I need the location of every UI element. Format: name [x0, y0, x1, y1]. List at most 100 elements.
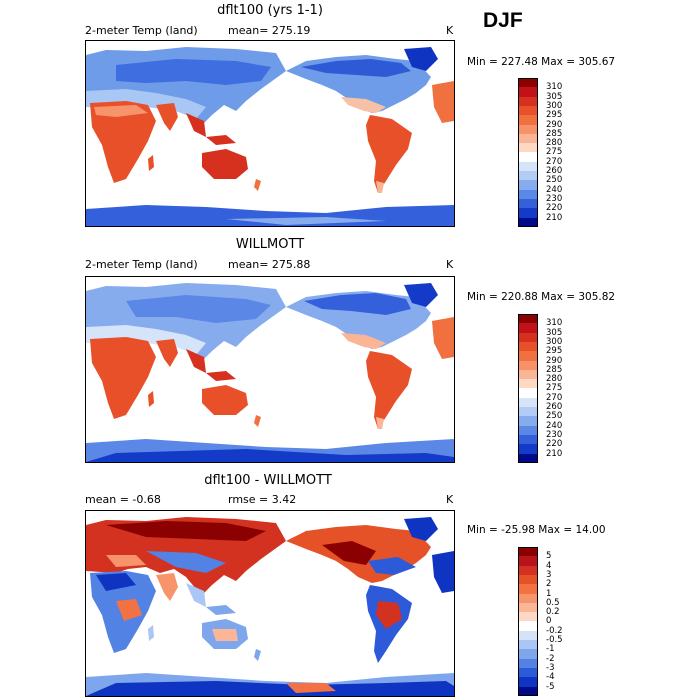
- colorbar-swatch: [518, 453, 538, 464]
- colorbar-label: 210: [546, 212, 563, 223]
- colorbar-label: 250: [546, 175, 563, 186]
- colorbar-swatch: [518, 198, 538, 209]
- colorbar-swatch: [518, 152, 538, 163]
- panel-3-min-max: Min = -25.98 Max = 14.00: [467, 524, 606, 536]
- colorbar-swatch: [518, 124, 538, 135]
- colorbar-label: 240: [546, 420, 563, 431]
- colorbar-swatch: [518, 388, 538, 399]
- colorbar-label: 290: [546, 355, 563, 366]
- colorbar-label: 2: [546, 579, 552, 590]
- colorbar-label: 285: [546, 128, 563, 139]
- colorbar-swatch: [518, 78, 538, 88]
- colorbar-label: 0: [546, 616, 552, 627]
- panel-2-title: WILLMOTT: [235, 237, 305, 252]
- colorbar-swatch: [518, 593, 538, 604]
- panel-3-map: [85, 510, 455, 697]
- colorbar-swatch: [518, 556, 538, 567]
- colorbar-label: 1: [546, 588, 552, 599]
- colorbar-swatch: [518, 677, 538, 687]
- colorbar-swatch: [518, 341, 538, 352]
- colorbar-swatch: [518, 565, 538, 576]
- colorbar-swatch: [518, 323, 538, 334]
- colorbar-label: 280: [546, 374, 563, 385]
- colorbar-swatch: [518, 180, 538, 191]
- panel-1-map: [85, 40, 455, 227]
- panel-2-min-max: Min = 220.88 Max = 305.82: [467, 291, 616, 303]
- colorbar-label: 305: [546, 327, 563, 338]
- colorbar-swatch: [518, 667, 538, 678]
- colorbar-label: -0.2: [546, 625, 563, 636]
- colorbar-swatch: [518, 360, 538, 371]
- colorbar-swatch: [518, 425, 538, 436]
- colorbar-swatch: [518, 407, 538, 417]
- colorbar-swatch: [518, 105, 538, 116]
- colorbar-label: -1: [546, 644, 555, 655]
- colorbar-label: 270: [546, 392, 563, 403]
- colorbar-swatch: [518, 379, 538, 389]
- colorbar-label: -0.5: [546, 635, 563, 645]
- colorbar-swatch: [518, 630, 538, 641]
- panel-2-units: K: [446, 258, 454, 271]
- colorbar-label: 295: [546, 346, 563, 357]
- colorbar-label: 270: [546, 156, 563, 167]
- colorbar-swatch: [518, 434, 538, 445]
- colorbar-swatch: [518, 171, 538, 181]
- colorbar-swatch: [518, 397, 538, 408]
- panel-3-mean: mean = -0.68: [85, 493, 161, 506]
- colorbar-swatch: [518, 686, 538, 697]
- panel-1-mean: mean= 275.19: [228, 24, 311, 37]
- panel-2-subtitle: 2-meter Temp (land): [85, 258, 198, 271]
- colorbar-label: 0.2: [546, 607, 560, 618]
- colorbar-label: 230: [546, 193, 563, 204]
- colorbar-label: 300: [546, 100, 563, 111]
- colorbar-label: 310: [546, 82, 563, 93]
- panel-1-units: K: [446, 24, 454, 37]
- colorbar-label: -3: [546, 662, 555, 673]
- colorbar-swatch: [518, 658, 538, 669]
- season-label: DJF: [483, 9, 523, 32]
- colorbar-label: -2: [546, 653, 555, 664]
- colorbar-label: 230: [546, 429, 563, 440]
- panel-2-map: [85, 276, 455, 463]
- colorbar-swatch: [518, 332, 538, 343]
- colorbar-swatch: [518, 547, 538, 557]
- colorbar-label: -5: [546, 681, 555, 692]
- colorbar-swatch: [518, 369, 538, 380]
- colorbar-swatch: [518, 584, 538, 594]
- colorbar-label: 4: [546, 560, 552, 571]
- colorbar-label: 5: [546, 551, 552, 562]
- panel-3-units: K: [446, 493, 454, 506]
- colorbar-swatch: [518, 621, 538, 632]
- colorbar-swatch: [518, 351, 538, 361]
- colorbar-swatch: [518, 189, 538, 200]
- panel-2-mean: mean= 275.88: [228, 258, 311, 271]
- colorbar-label: 260: [546, 166, 563, 176]
- panel-3-rmse: rmse = 3.42: [228, 493, 297, 506]
- panel-1-subtitle: 2-meter Temp (land): [85, 24, 198, 37]
- colorbar-label: 220: [546, 439, 563, 450]
- colorbar-label: 220: [546, 203, 563, 214]
- colorbar-swatch: [518, 208, 538, 218]
- colorbar-swatch: [518, 444, 538, 454]
- colorbar-label: 305: [546, 91, 563, 102]
- colorbar-swatch: [518, 314, 538, 324]
- colorbar-label: 280: [546, 138, 563, 149]
- colorbar-label: 275: [546, 147, 563, 158]
- panel-3-title: dflt100 - WILLMOTT: [204, 473, 332, 488]
- colorbar-label: 300: [546, 336, 563, 347]
- colorbar-swatch: [518, 602, 538, 613]
- colorbar-swatch: [518, 574, 538, 585]
- colorbar-swatch: [518, 161, 538, 172]
- colorbar-swatch: [518, 416, 538, 427]
- colorbar-label: 275: [546, 383, 563, 394]
- colorbar-label: 260: [546, 402, 563, 412]
- colorbar-label: 290: [546, 119, 563, 130]
- colorbar-label: 285: [546, 364, 563, 375]
- colorbar-label: -4: [546, 672, 555, 683]
- colorbar-swatch: [518, 217, 538, 228]
- colorbar-swatch: [518, 143, 538, 153]
- colorbar-swatch: [518, 133, 538, 144]
- colorbar-label: 0.5: [546, 597, 560, 608]
- colorbar-swatch: [518, 612, 538, 622]
- colorbar-label: 210: [546, 448, 563, 459]
